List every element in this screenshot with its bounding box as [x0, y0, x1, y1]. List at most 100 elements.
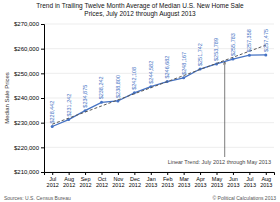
y-tick-mark	[41, 73, 44, 74]
y-tick-label: $230,000	[14, 120, 40, 126]
x-tick-mark	[52, 172, 53, 175]
data-label: $238,242	[98, 76, 104, 99]
y-tick: $230,000	[14, 120, 44, 126]
grid-line	[44, 73, 274, 74]
title: Trend in Trailing Twelve Month Average o…	[36, 2, 244, 18]
y-tick-label: $270,000	[14, 21, 40, 27]
x-tick-label: Jun2013	[227, 176, 239, 188]
x-tick-label: Apr2013	[194, 176, 206, 188]
x-tick: Feb2013	[162, 172, 174, 188]
grid-line	[44, 147, 274, 148]
y-tick: $270,000	[14, 21, 44, 27]
data-label: $238,800	[115, 75, 121, 98]
x-tick-label-line: 2013	[145, 182, 157, 188]
x-tick-label: Oct2012	[96, 176, 108, 188]
data-label: $257,475	[263, 29, 269, 52]
data-label: $248,167	[181, 52, 187, 75]
x-tick: Jun2013	[227, 172, 239, 188]
y-tick-label: $250,000	[14, 71, 40, 77]
y-tick-mark	[41, 172, 44, 173]
x-tick-label-line: 2013	[244, 182, 256, 188]
x-tick: Oct2012	[96, 172, 108, 188]
data-labels: $228,442 $231,242 $234,875 $238,242 $238,800…	[49, 29, 269, 124]
data-label: $257,358	[246, 29, 252, 52]
x-tick: Aug2013	[260, 172, 272, 188]
x-tick: May2013	[211, 172, 223, 188]
data-label: $242,108	[131, 67, 137, 90]
y-axis-title: Median Sale Prices	[4, 72, 10, 124]
x-tick-label-line: 2012	[96, 182, 108, 188]
x-tick: Aug2012	[63, 172, 75, 188]
x-tick-label-line: 2012	[129, 182, 141, 188]
x-tick-label: Feb2013	[162, 176, 174, 188]
y-tick-mark	[41, 98, 44, 99]
y-tick-mark	[41, 49, 44, 50]
x-tick-label-line: 2013	[194, 182, 206, 188]
x-tick-label: Jul2013	[244, 176, 256, 188]
x-tick-mark	[167, 172, 168, 175]
footnote: © Political Calculations 2013	[213, 195, 277, 201]
x-tick-label-line: 2013	[162, 182, 174, 188]
title-line: Prices, July 2012 through August 2013	[84, 10, 196, 18]
x-tick-mark	[151, 172, 152, 175]
x-tick-label-line: 2012	[47, 182, 59, 188]
x-tick-mark	[118, 172, 119, 175]
annotation-text: Linear Trend: July 2012 through May 2013	[168, 159, 271, 165]
x-tick-label: May2013	[211, 176, 223, 188]
x-tick-label: Nov2012	[112, 176, 124, 188]
grid-line	[44, 122, 274, 123]
y-tick-label: $240,000	[14, 95, 40, 101]
data-point	[264, 53, 267, 56]
y-axis: $210,000 $220,000 $230,000 $240,000 $250,000…	[14, 21, 45, 175]
data-point	[182, 76, 185, 79]
data-label: $234,875	[82, 85, 88, 108]
x-tick: Apr2013	[194, 172, 206, 188]
x-axis: Jul2012Aug2012Sep2012Oct2012Nov2012Dec20…	[45, 172, 275, 188]
footnote: Sources: U.S. Census Bureau	[4, 195, 71, 201]
y-tick-mark	[41, 147, 44, 148]
x-tick: Mar2013	[178, 172, 190, 188]
grid-line	[44, 24, 274, 25]
y-tick-label: $220,000	[14, 145, 40, 151]
x-tick-mark	[233, 172, 234, 175]
x-tick-mark	[69, 172, 70, 175]
x-tick-label: Mar2013	[178, 176, 190, 188]
data-label: $231,242	[66, 94, 72, 117]
x-tick: Sep2012	[79, 172, 91, 188]
x-tick-mark	[85, 172, 86, 175]
annotation: Linear Trend: July 2012 through May 2013	[168, 62, 271, 165]
chart-svg: $210,000 $220,000 $230,000 $240,000 $250,000…	[0, 0, 280, 202]
x-tick: Nov2012	[112, 172, 124, 188]
x-tick-label-line: 2012	[63, 182, 75, 188]
grid-line	[44, 98, 274, 99]
marks	[51, 45, 268, 128]
y-tick: $240,000	[14, 95, 44, 101]
y-tick-mark	[41, 123, 44, 124]
data-point	[51, 125, 54, 128]
x-tick-mark	[200, 172, 201, 175]
data-label: $228,442	[49, 101, 55, 124]
data-line	[52, 55, 266, 127]
data-label: $246,682	[164, 56, 170, 79]
x-tick-mark	[249, 172, 250, 175]
y-tick-label: $210,000	[14, 169, 40, 175]
data-label: $255,783	[230, 33, 236, 56]
title-line: Trend in Trailing Twelve Month Average o…	[36, 2, 244, 10]
x-tick-label: Sep2012	[79, 176, 91, 188]
grid	[44, 24, 274, 172]
data-label: $251,742	[197, 43, 203, 66]
x-tick-label-line: 2012	[112, 182, 124, 188]
x-tick-label-line: 2013	[227, 182, 239, 188]
y-tick-mark	[41, 24, 44, 25]
y-tick: $220,000	[14, 145, 44, 151]
x-tick-mark	[266, 172, 267, 175]
data-label: $253,789	[213, 38, 219, 61]
x-tick-label: Jul2012	[47, 176, 59, 188]
y-tick: $260,000	[14, 46, 44, 52]
y-tick-label: $260,000	[14, 46, 40, 52]
x-tick: Jul2012	[47, 172, 59, 188]
x-tick: Jul2013	[244, 172, 256, 188]
plot-area: $210,000 $220,000 $230,000 $240,000 $250,000…	[14, 21, 275, 188]
annotation-arrow	[224, 62, 225, 157]
y-tick: $210,000	[14, 169, 44, 175]
